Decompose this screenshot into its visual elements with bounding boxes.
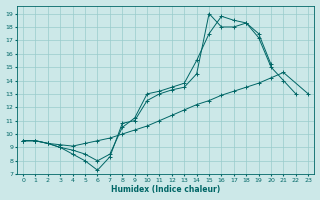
X-axis label: Humidex (Indice chaleur): Humidex (Indice chaleur) xyxy=(111,185,220,194)
